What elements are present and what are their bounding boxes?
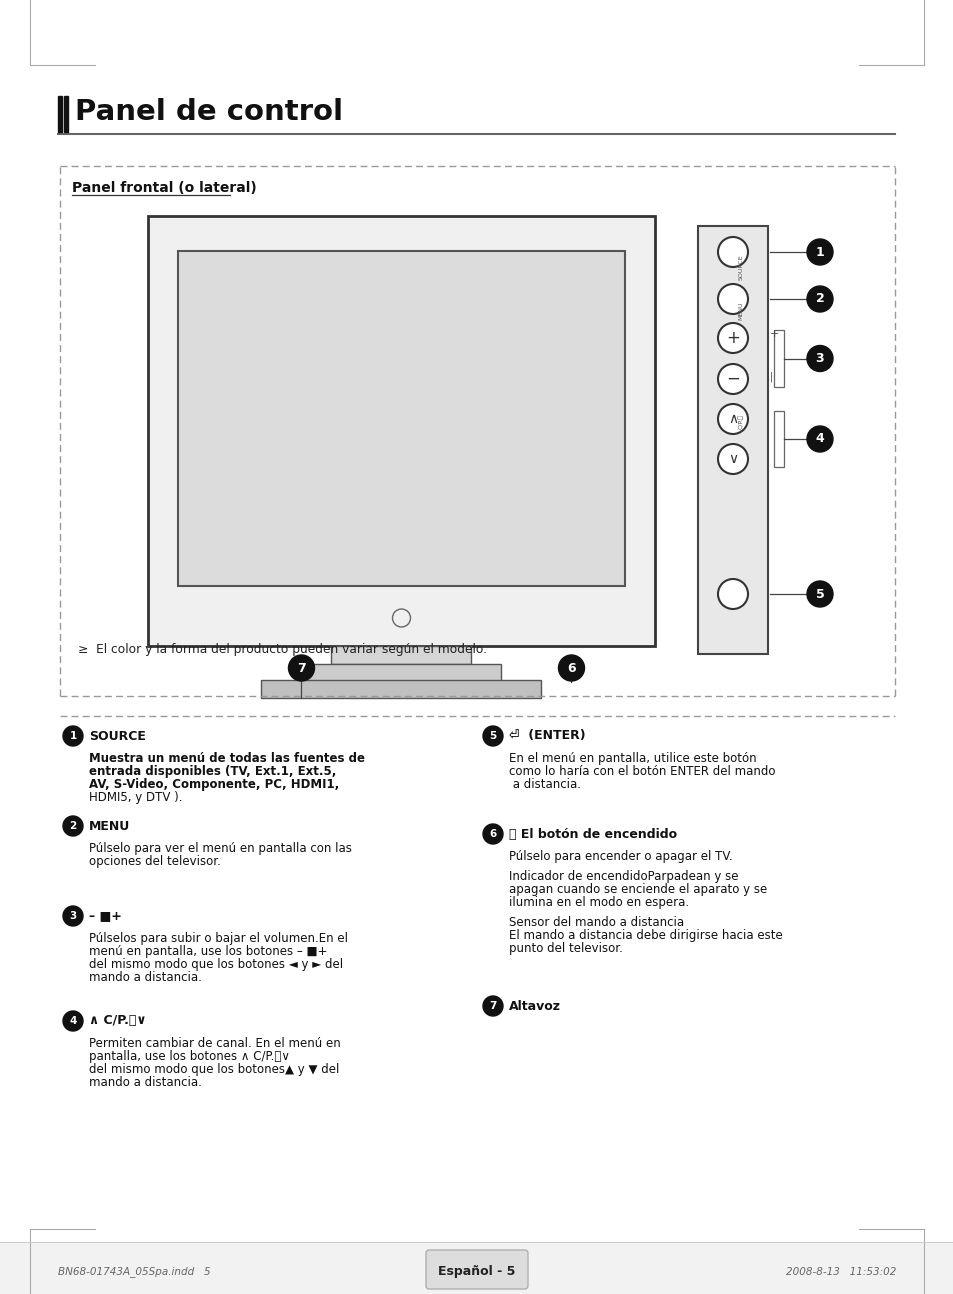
Text: Muestra un menú de todas las fuentes de: Muestra un menú de todas las fuentes de [89, 752, 365, 765]
Text: ∧ C/P.⌛∨: ∧ C/P.⌛∨ [89, 1014, 147, 1027]
Text: mando a distancia.: mando a distancia. [89, 970, 202, 983]
Text: del mismo modo que los botones ◄ y ► del: del mismo modo que los botones ◄ y ► del [89, 958, 343, 970]
Text: 2: 2 [815, 292, 823, 305]
Circle shape [806, 426, 832, 452]
Text: 6: 6 [567, 661, 576, 674]
Text: a distancia.: a distancia. [509, 778, 580, 791]
Circle shape [806, 345, 832, 371]
Text: −: − [725, 370, 740, 388]
Bar [64, 96, 68, 132]
Circle shape [63, 817, 83, 836]
Text: SOURCE: SOURCE [89, 730, 146, 743]
Text: C/P.⌛: C/P.⌛ [738, 414, 743, 428]
Bar [301, 664, 501, 682]
Text: |: | [769, 371, 773, 382]
Text: ilumina en el modo en espera.: ilumina en el modo en espera. [509, 895, 688, 908]
Bar [0, 1242, 953, 1294]
Text: 6: 6 [489, 829, 497, 839]
Bar [331, 646, 471, 664]
Text: El mando a distancia debe dirigirse hacia este: El mando a distancia debe dirigirse haci… [509, 929, 781, 942]
Text: AV, S-Video, Componente, PC, HDMI1,: AV, S-Video, Componente, PC, HDMI1, [89, 778, 339, 791]
Text: menú en pantalla, use los botones – ■+: menú en pantalla, use los botones – ■+ [89, 945, 327, 958]
Text: HDMI5, y DTV ).: HDMI5, y DTV ). [89, 791, 182, 804]
Text: +: + [769, 329, 779, 339]
Text: – ■+: – ■+ [89, 910, 122, 923]
Text: opciones del televisor.: opciones del televisor. [89, 855, 221, 868]
Circle shape [806, 286, 832, 312]
Circle shape [63, 1011, 83, 1031]
Text: 2008-8-13   11:53:02: 2008-8-13 11:53:02 [785, 1267, 895, 1277]
Text: Panel de control: Panel de control [75, 98, 343, 126]
Text: ≥  El color y la forma del producto pueden variar según el modelo.: ≥ El color y la forma del producto puede… [78, 643, 486, 656]
Text: Púlselos para subir o bajar el volumen.En el: Púlselos para subir o bajar el volumen.E… [89, 932, 348, 945]
Text: Panel frontal (o lateral): Panel frontal (o lateral) [71, 181, 256, 195]
Circle shape [718, 578, 747, 609]
Text: Altavoz: Altavoz [509, 999, 560, 1012]
Circle shape [806, 581, 832, 607]
Text: +: + [725, 329, 740, 347]
Text: Español - 5: Español - 5 [437, 1266, 516, 1278]
Circle shape [718, 404, 747, 433]
Text: 4: 4 [70, 1016, 76, 1026]
Text: punto del televisor.: punto del televisor. [509, 942, 622, 955]
Bar [148, 216, 655, 646]
Circle shape [718, 237, 747, 267]
Text: 5: 5 [489, 731, 497, 741]
FancyBboxPatch shape [426, 1250, 527, 1289]
Text: 4: 4 [815, 432, 823, 445]
Text: Indicador de encendidoParpadean y se: Indicador de encendidoParpadean y se [509, 870, 738, 883]
Text: como lo haría con el botón ENTER del mando: como lo haría con el botón ENTER del man… [509, 765, 775, 778]
Text: MENU: MENU [738, 302, 742, 321]
Text: MENU: MENU [89, 819, 131, 832]
Text: del mismo modo que los botones▲ y ▼ del: del mismo modo que los botones▲ y ▼ del [89, 1062, 339, 1077]
Text: pantalla, use los botones ∧ C/P.⌛∨: pantalla, use los botones ∧ C/P.⌛∨ [89, 1049, 290, 1062]
Text: ∨: ∨ [727, 452, 738, 466]
Circle shape [718, 364, 747, 393]
Circle shape [718, 444, 747, 474]
Text: En el menú en pantalla, utilice este botón: En el menú en pantalla, utilice este bot… [509, 752, 756, 765]
Bar [58, 96, 62, 132]
Bar [261, 681, 541, 697]
Text: apagan cuando se enciende el aparato y se: apagan cuando se enciende el aparato y s… [509, 883, 766, 895]
Bar [773, 330, 783, 387]
Text: 5: 5 [815, 587, 823, 600]
Circle shape [482, 726, 502, 747]
Bar [698, 226, 767, 653]
Text: BN68-01743A_05Spa.indd   5: BN68-01743A_05Spa.indd 5 [58, 1267, 211, 1277]
Circle shape [482, 996, 502, 1016]
Circle shape [63, 726, 83, 747]
Text: SOURCE: SOURCE [738, 254, 742, 280]
Text: ⏎  (ENTER): ⏎ (ENTER) [509, 730, 585, 743]
Text: Permiten cambiar de canal. En el menú en: Permiten cambiar de canal. En el menú en [89, 1036, 340, 1049]
Bar [178, 251, 624, 586]
Circle shape [63, 906, 83, 927]
Text: ∧: ∧ [727, 411, 738, 426]
Circle shape [288, 655, 314, 681]
Circle shape [718, 283, 747, 314]
Text: mando a distancia.: mando a distancia. [89, 1077, 202, 1090]
Text: 1: 1 [815, 246, 823, 259]
Text: Púlselo para ver el menú en pantalla con las: Púlselo para ver el menú en pantalla con… [89, 842, 352, 855]
Text: 1: 1 [70, 731, 76, 741]
Text: Sensor del mando a distancia: Sensor del mando a distancia [509, 916, 683, 929]
Text: 3: 3 [70, 911, 76, 921]
Circle shape [718, 324, 747, 353]
Text: Púlselo para encender o apagar el TV.: Púlselo para encender o apagar el TV. [509, 850, 732, 863]
Text: 7: 7 [296, 661, 306, 674]
Text: 3: 3 [815, 352, 823, 365]
Text: ⏻ El botón de encendido: ⏻ El botón de encendido [509, 827, 677, 841]
Text: entrada disponibles (TV, Ext.1, Ext.5,: entrada disponibles (TV, Ext.1, Ext.5, [89, 765, 336, 778]
Circle shape [482, 824, 502, 844]
Circle shape [558, 655, 584, 681]
Text: 7: 7 [489, 1002, 497, 1011]
Text: 2: 2 [70, 820, 76, 831]
Circle shape [806, 239, 832, 265]
Bar [773, 411, 783, 467]
